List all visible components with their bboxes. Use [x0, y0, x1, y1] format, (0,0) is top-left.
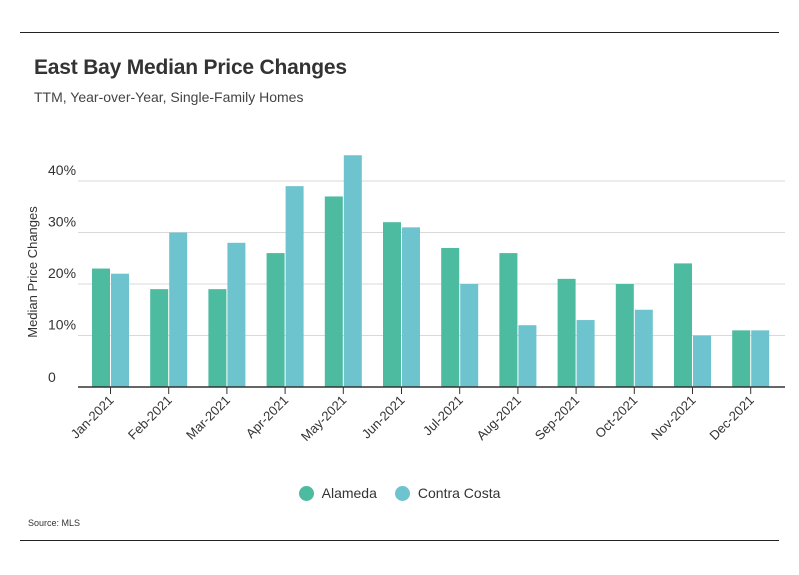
y-tick-label: 0: [48, 369, 56, 385]
legend-item-contra-costa: Contra Costa: [394, 485, 501, 501]
bar: [92, 268, 110, 387]
bar: [227, 242, 246, 387]
bar: [634, 309, 653, 387]
bar: [324, 196, 343, 387]
chart-title: East Bay Median Price Changes: [34, 56, 347, 79]
x-tick-label: Nov-2021: [648, 393, 698, 443]
bar: [266, 253, 285, 387]
legend-swatch-contra-costa: [394, 485, 410, 501]
x-tick-label: Aug-2021: [474, 393, 524, 443]
bar: [343, 155, 362, 387]
bar: [499, 253, 518, 387]
bar: [557, 278, 576, 387]
bar: [615, 284, 634, 387]
bar: [693, 335, 711, 387]
bar: [518, 325, 537, 387]
x-tick-label: Dec-2021: [706, 393, 756, 443]
y-tick-label: 30%: [48, 214, 76, 230]
bar: [576, 320, 595, 387]
x-tick-label: Jul-2021: [420, 393, 466, 439]
x-tick-label: Sep-2021: [532, 393, 582, 443]
x-tick-label: Oct-2021: [592, 393, 640, 441]
bar: [169, 232, 188, 387]
chart-subtitle: TTM, Year-over-Year, Single-Family Homes: [34, 89, 304, 105]
y-axis-label: Median Price Changes: [25, 206, 40, 338]
x-tick-label: Apr-2021: [243, 393, 291, 441]
x-tick-label: May-2021: [298, 393, 349, 444]
y-tick-label: 10%: [48, 317, 76, 333]
x-tick-label: Mar-2021: [183, 393, 233, 443]
source-note: Source: MLS: [28, 518, 81, 528]
bar: [208, 289, 227, 387]
bar: [460, 284, 479, 387]
legend-item-alameda: Alameda: [298, 485, 377, 501]
bar: [111, 273, 129, 387]
x-tick-label: Jan-2021: [68, 393, 117, 442]
y-tick-label: 20%: [48, 265, 76, 281]
bar: [150, 289, 169, 387]
bar: [751, 330, 770, 387]
bar: [732, 330, 751, 387]
x-tick-label: Jun-2021: [359, 393, 408, 442]
top-rule: [20, 32, 779, 33]
legend: Alameda Contra Costa: [0, 485, 799, 501]
y-tick-label: 40%: [48, 162, 76, 178]
bar: [285, 186, 304, 387]
bar: [383, 222, 401, 387]
bar: [674, 263, 692, 387]
x-tick-label: Feb-2021: [125, 393, 175, 443]
bar: [441, 247, 460, 387]
legend-swatch-alameda: [298, 485, 314, 501]
legend-label-contra-costa: Contra Costa: [417, 485, 501, 501]
bar: [402, 227, 420, 387]
legend-label-alameda: Alameda: [321, 485, 377, 501]
bottom-rule: [20, 540, 779, 541]
